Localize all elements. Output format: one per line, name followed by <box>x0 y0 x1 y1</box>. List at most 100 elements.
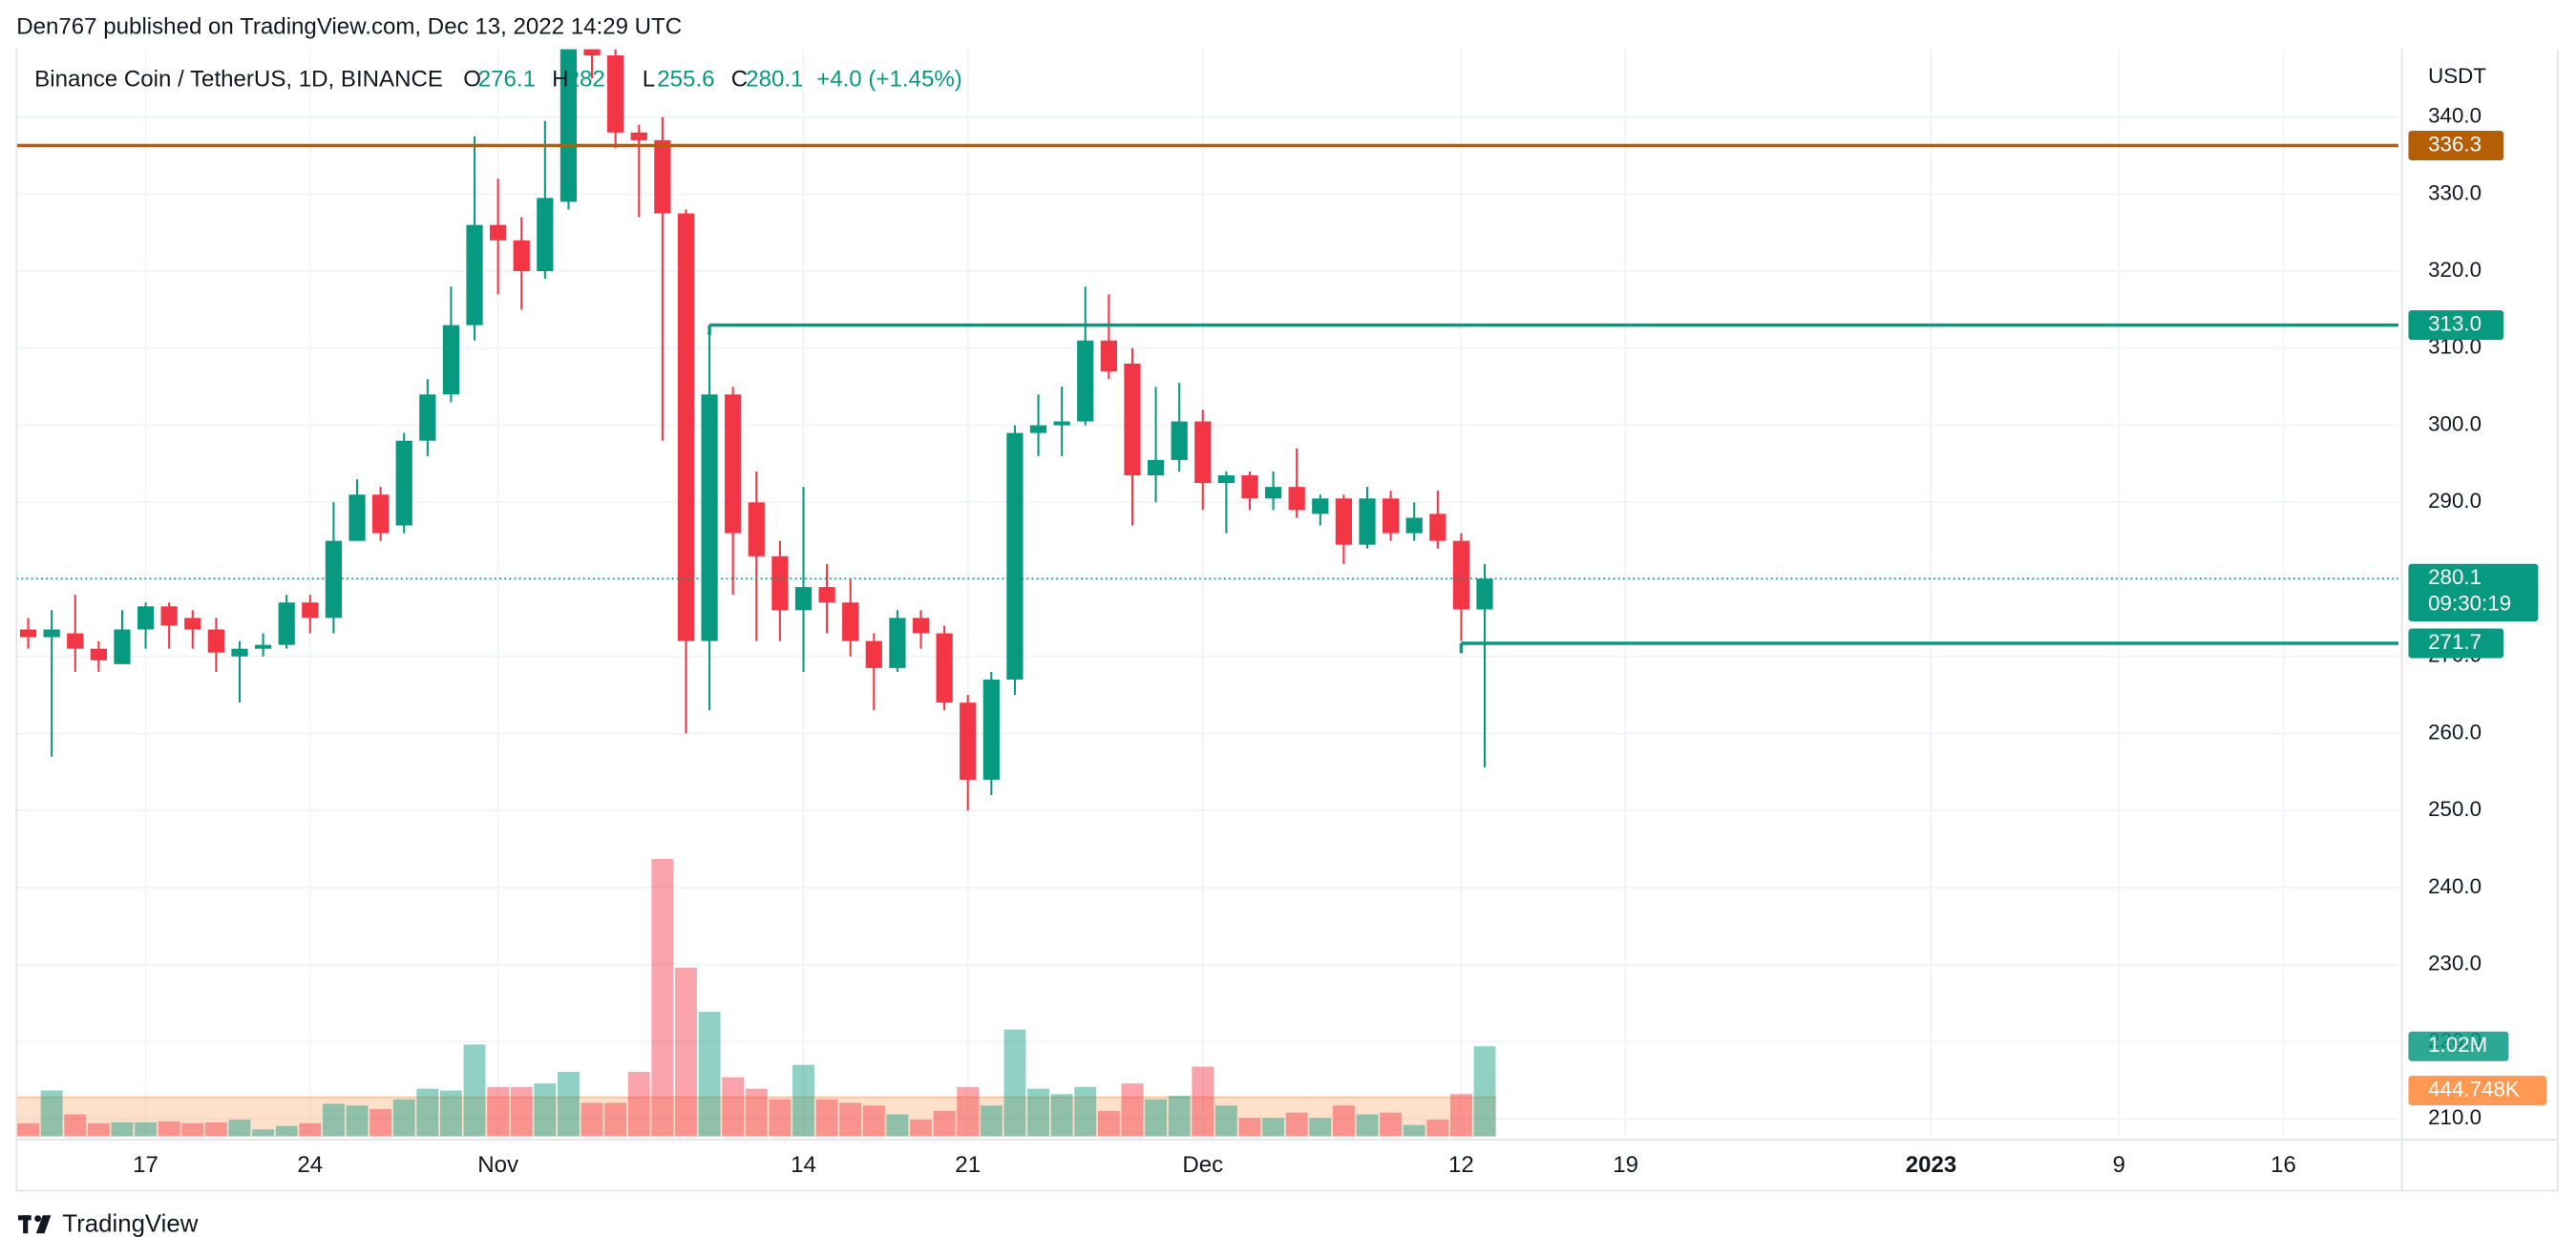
volume-bar <box>534 1083 557 1137</box>
volume-bar <box>299 1122 322 1137</box>
last-price-label: 280.1 <box>2428 565 2481 589</box>
candle-body <box>818 587 835 603</box>
candle-body <box>583 49 601 56</box>
legend-key: O <box>463 67 481 93</box>
volume-bar <box>675 967 697 1137</box>
candle-body <box>1382 498 1400 534</box>
volume-bar <box>1192 1066 1214 1137</box>
volume-bar <box>275 1125 298 1137</box>
candle-body <box>278 602 295 645</box>
volume-bar <box>604 1102 627 1137</box>
candle-body <box>1147 459 1165 476</box>
legend-value: 280.1 <box>746 67 803 93</box>
volume-ma-area <box>16 1097 1497 1137</box>
volume-bar <box>1426 1120 1449 1137</box>
candle-body <box>325 540 343 619</box>
candle-body <box>513 240 530 272</box>
x-tick-label: 16 <box>2270 1152 2296 1178</box>
candle-body <box>114 629 131 664</box>
volume-bar <box>698 1012 721 1137</box>
volume-bar <box>158 1121 180 1137</box>
candle-body <box>19 629 37 638</box>
candle-body <box>560 49 578 202</box>
axes <box>15 49 2559 1192</box>
x-tick-label: Nov <box>477 1152 518 1178</box>
candle-body <box>1429 514 1446 541</box>
volume-last-box <box>2408 1031 2509 1061</box>
candle-body <box>677 213 695 641</box>
candle-body <box>1124 363 1141 476</box>
volume-bar <box>40 1090 63 1137</box>
y-tick-label: 320.0 <box>2428 258 2481 282</box>
volume-bar <box>815 1099 838 1137</box>
x-tick-label: 19 <box>1613 1152 1638 1178</box>
volume-bar <box>1262 1118 1285 1137</box>
x-tick-label: 2023 <box>1906 1152 1957 1178</box>
volume-bar <box>1050 1094 1073 1137</box>
candle-body <box>207 629 224 653</box>
y-tick-label: 230.0 <box>2428 952 2481 975</box>
volume-bar <box>651 858 674 1137</box>
level-label: 271.7 <box>2428 630 2481 654</box>
volume-bar <box>439 1090 462 1137</box>
legend-key: C <box>731 67 748 93</box>
volume-bar <box>558 1072 580 1137</box>
volume-bar <box>1285 1112 1308 1137</box>
candle-body <box>537 198 554 272</box>
candle-body <box>184 618 201 630</box>
volume-bar <box>839 1102 862 1137</box>
volume-bar <box>769 1099 792 1137</box>
candle-body <box>1194 421 1212 484</box>
candle-body <box>1077 340 1094 422</box>
volume-bar <box>322 1103 345 1137</box>
volume-bar <box>1380 1112 1403 1137</box>
volume-bar <box>1449 1094 1472 1137</box>
volume-bar <box>392 1099 415 1137</box>
footer-brand: TradingView <box>62 1210 198 1237</box>
volume-bar <box>933 1110 956 1137</box>
y-tick-label: 240.0 <box>2428 874 2481 898</box>
axis-unit: USDT <box>2428 64 2486 88</box>
y-tick-label: 250.0 <box>2428 797 2481 821</box>
level-label: 336.3 <box>2428 132 2481 156</box>
candle-body <box>748 502 765 556</box>
publisher: Den767 published on TradingView.com, Dec… <box>16 14 682 40</box>
volume-bar <box>510 1086 533 1137</box>
x-tick-label: Dec <box>1182 1152 1223 1178</box>
legend-change: +4.0 (+1.45%) <box>816 67 962 93</box>
volume-bar <box>1473 1046 1496 1137</box>
volume-bar <box>228 1120 251 1137</box>
volume-bar <box>17 1122 39 1137</box>
candle-body <box>371 494 390 534</box>
volume-bar <box>487 1086 510 1137</box>
legend-key: L <box>643 67 655 93</box>
volume-bar <box>722 1077 745 1137</box>
volume-bar <box>910 1120 932 1137</box>
candle-body <box>1053 421 1070 426</box>
candle-body <box>442 325 460 395</box>
candle-body <box>1335 498 1353 545</box>
volume-bar <box>1309 1118 1332 1137</box>
volume-bar <box>346 1105 369 1137</box>
candle-body <box>607 55 624 133</box>
candle-body <box>1452 540 1470 610</box>
volume-bar <box>135 1122 158 1137</box>
candle-body <box>654 139 671 214</box>
candle-body <box>348 494 366 541</box>
candle-body <box>137 606 155 630</box>
candle-body <box>912 618 930 634</box>
volume-bar <box>1403 1124 1425 1137</box>
volume-bar <box>862 1105 885 1137</box>
candle-body <box>1100 340 1117 372</box>
candle-body <box>701 394 718 641</box>
candle-body <box>725 394 742 534</box>
x-tick-label: 14 <box>791 1152 816 1178</box>
volume-bar <box>792 1064 814 1137</box>
volume-bar <box>416 1088 439 1137</box>
volume-ma-label: 444.748K <box>2428 1078 2520 1101</box>
y-tick-label: 290.0 <box>2428 489 2481 513</box>
volume-bar <box>1168 1096 1191 1137</box>
candle-body <box>1006 432 1024 680</box>
x-tick-label: 17 <box>133 1152 158 1178</box>
